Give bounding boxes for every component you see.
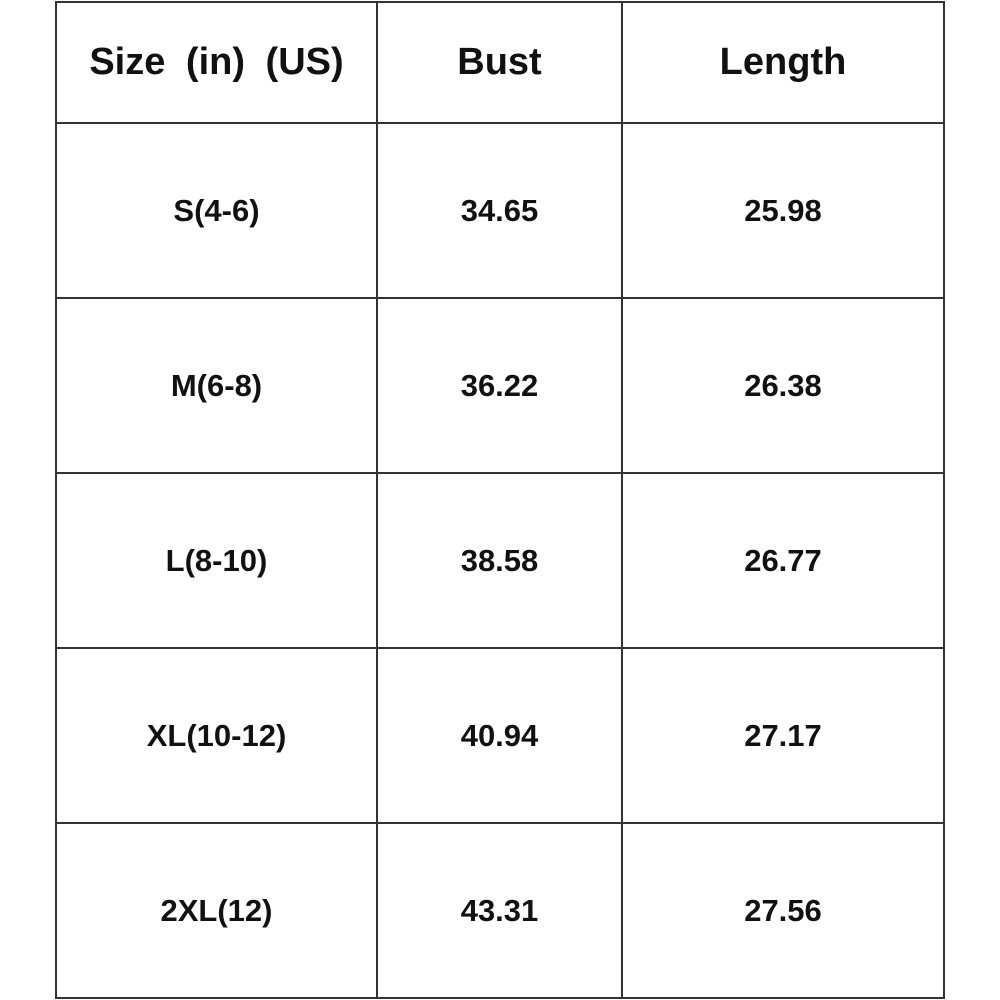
- size-cell: S(4-6): [55, 122, 378, 299]
- table-row: S(4-6) 34.65 25.98: [55, 122, 945, 299]
- length-cell: 25.98: [621, 122, 945, 299]
- bust-cell: 38.58: [376, 472, 623, 649]
- length-cell: 26.77: [621, 472, 945, 649]
- header-row: Size (in) (US) Bust Length: [55, 1, 945, 124]
- bust-cell: 34.65: [376, 122, 623, 299]
- size-cell: 2XL(12): [55, 822, 378, 999]
- header-size: Size (in) (US): [55, 1, 378, 124]
- bust-cell: 40.94: [376, 647, 623, 824]
- bust-cell: 36.22: [376, 297, 623, 474]
- length-cell: 26.38: [621, 297, 945, 474]
- header-length: Length: [621, 1, 945, 124]
- size-cell: XL(10-12): [55, 647, 378, 824]
- length-cell: 27.17: [621, 647, 945, 824]
- size-cell: M(6-8): [55, 297, 378, 474]
- table-row: 2XL(12) 43.31 27.56: [55, 822, 945, 999]
- table-row: XL(10-12) 40.94 27.17: [55, 647, 945, 824]
- header-bust: Bust: [376, 1, 623, 124]
- table-row: M(6-8) 36.22 26.38: [55, 297, 945, 474]
- table-row: L(8-10) 38.58 26.77: [55, 472, 945, 649]
- bust-cell: 43.31: [376, 822, 623, 999]
- size-cell: L(8-10): [55, 472, 378, 649]
- length-cell: 27.56: [621, 822, 945, 999]
- size-chart-table: Size (in) (US) Bust Length S(4-6) 34.65 25…: [55, 1, 945, 999]
